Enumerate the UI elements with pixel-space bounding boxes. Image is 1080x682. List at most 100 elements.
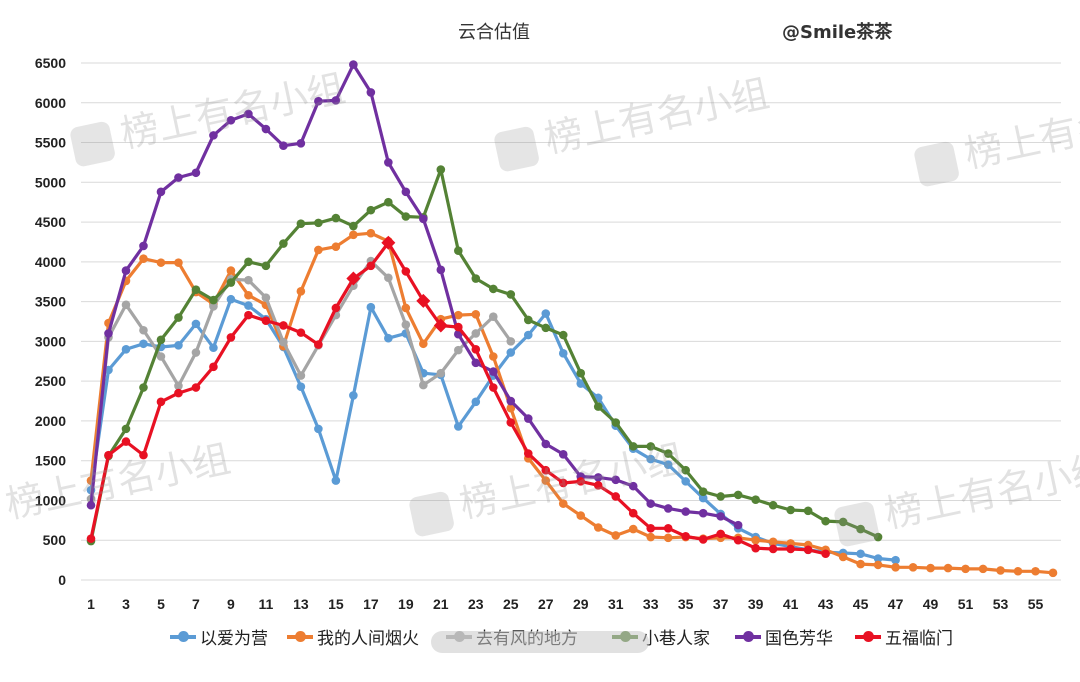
data-point [541, 309, 551, 318]
credit-handle: @Smile茶茶 [782, 22, 893, 43]
y-tick-label: 3000 [35, 333, 66, 349]
data-point [506, 403, 516, 413]
data-point [191, 285, 201, 294]
data-point [733, 520, 743, 530]
data-point [296, 371, 306, 380]
data-point [593, 523, 603, 532]
data-point [838, 517, 848, 527]
data-point [331, 213, 341, 223]
data-point [751, 543, 760, 553]
data-point [366, 205, 376, 215]
x-tick-label: 9 [227, 596, 235, 612]
data-point-diamond [346, 271, 361, 286]
x-tick-label: 23 [468, 596, 484, 612]
data-point [593, 402, 603, 411]
data-point [314, 424, 323, 434]
x-tick-label: 43 [818, 596, 834, 612]
data-point [716, 529, 725, 539]
data-point [873, 532, 883, 542]
data-point-diamond [433, 318, 448, 333]
data-point [506, 418, 516, 427]
y-axis: 0 500 1000 1500 2000 2500 3000 3500 4000 4500 5000… [35, 55, 66, 588]
data-point [506, 348, 516, 357]
y-tick-label: 4000 [35, 254, 66, 270]
data-point [454, 345, 463, 355]
x-tick-label: 41 [783, 596, 799, 612]
data-point [314, 218, 323, 228]
data-point [471, 329, 481, 338]
data-point [786, 544, 795, 554]
x-tick-label: 53 [993, 596, 1009, 612]
data-point [523, 414, 533, 423]
data-point [244, 310, 253, 320]
data-point [751, 495, 760, 504]
data-point [226, 115, 236, 125]
data-point [384, 158, 393, 167]
x-tick-label: 39 [748, 596, 764, 612]
y-tick-label: 5000 [35, 174, 66, 190]
watermark-logo-icon [832, 499, 881, 548]
data-point [401, 187, 411, 197]
y-tick-label: 4500 [35, 214, 66, 230]
x-axis: 1 3 5 7 9 11 13 15 17 19 21 23 25 27 29 31 33 35 37 39 41 43 4… [87, 596, 1043, 612]
data-point [174, 388, 183, 398]
data-point [611, 492, 621, 501]
data-point [401, 212, 411, 221]
data-point [156, 258, 166, 267]
data-point [436, 368, 446, 378]
y-tick-label: 6500 [35, 55, 66, 71]
data-point [838, 552, 848, 562]
data-point [488, 367, 498, 376]
data-point [523, 330, 533, 340]
data-point [593, 481, 603, 490]
data-point [961, 564, 970, 574]
x-tick-label: 45 [853, 596, 869, 612]
data-point [576, 379, 586, 388]
y-tick-label: 500 [43, 532, 67, 548]
y-tick-label: 0 [58, 572, 66, 588]
data-point [156, 187, 166, 197]
data-point [698, 493, 708, 503]
data-point [104, 450, 113, 460]
data-point [471, 310, 481, 319]
data-point [663, 504, 673, 513]
data-point [226, 278, 236, 287]
data-point [454, 246, 463, 256]
data-point [261, 293, 271, 302]
data-point [856, 559, 865, 569]
x-tick-label: 33 [643, 596, 659, 612]
data-point [821, 549, 830, 559]
data-point [296, 328, 306, 337]
data-point [121, 437, 131, 446]
data-point [681, 507, 690, 516]
data-point-diamond [416, 293, 431, 308]
data-point [681, 477, 690, 486]
data-point [314, 96, 323, 106]
data-point [86, 534, 96, 543]
x-tick-label: 17 [363, 596, 379, 612]
data-point [331, 242, 341, 252]
data-point [209, 362, 218, 372]
data-point [506, 290, 516, 299]
y-tick-label: 6000 [35, 95, 66, 111]
x-tick-label: 21 [433, 596, 449, 612]
y-tick-label: 3500 [35, 294, 66, 310]
data-point [226, 266, 236, 275]
data-point [174, 313, 183, 322]
data-point [226, 294, 236, 304]
x-tick-label: 7 [192, 596, 200, 612]
data-point [244, 109, 253, 119]
data-point [856, 549, 865, 559]
data-point [121, 424, 131, 434]
data-point [261, 261, 271, 271]
data-point [488, 284, 498, 294]
data-point [558, 330, 568, 340]
watermark-logo-icon [407, 489, 456, 538]
y-tick-label: 1000 [35, 492, 66, 508]
legend-swatch [287, 630, 313, 642]
data-point [384, 197, 393, 207]
data-point [523, 315, 533, 325]
data-point [506, 396, 516, 406]
data-point [576, 477, 586, 486]
data-point [156, 397, 166, 407]
